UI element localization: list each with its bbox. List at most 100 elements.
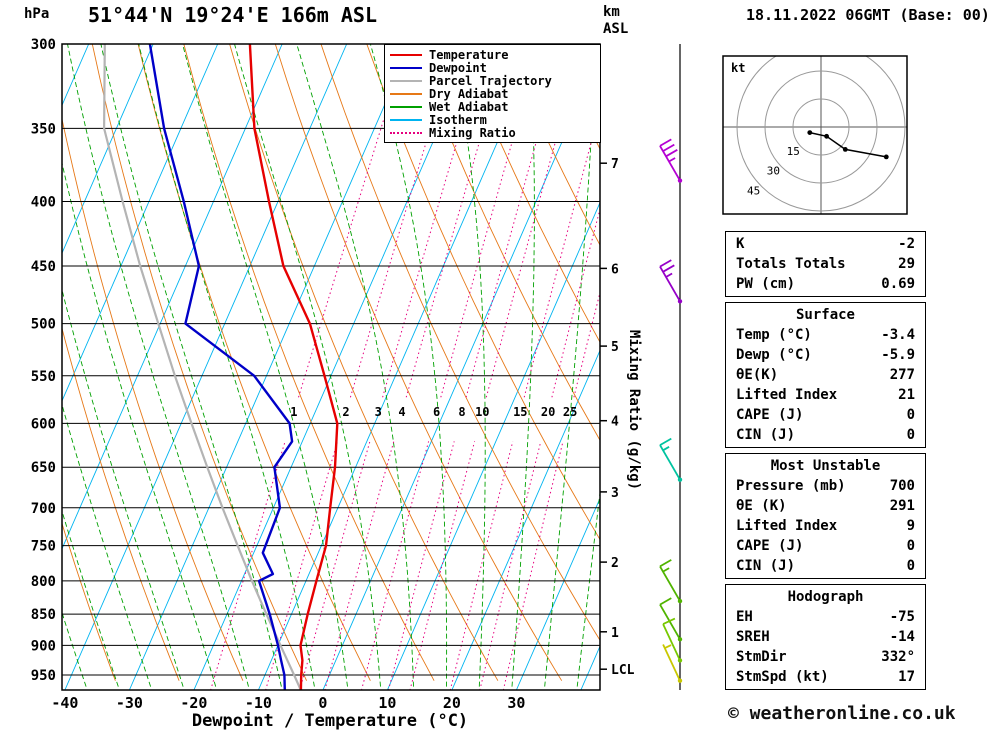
legend-swatch <box>390 66 422 69</box>
dry-adiabat-line <box>412 44 600 442</box>
wet-adiabat-line <box>0 44 54 687</box>
hodograph-trace-point <box>883 154 889 160</box>
legend-item: Dry Adiabat <box>385 87 600 101</box>
mixing-ratio-value-label: 10 <box>475 405 489 419</box>
pressure-tick-label: 850 <box>31 607 56 623</box>
barb-full-tick <box>662 143 675 152</box>
dry-adiabat-line <box>366 44 600 541</box>
info-table-row: Lifted Index 9 <box>726 516 925 536</box>
info-table-title: Hodograph <box>787 589 864 605</box>
mixing-ratio-line <box>523 107 600 398</box>
dewpoint-curve <box>148 44 294 690</box>
info-row-label: CAPE (J) <box>736 538 804 554</box>
wind-barb <box>662 644 683 683</box>
km-tick-label: LCL <box>611 663 635 678</box>
legend-swatch <box>390 79 422 82</box>
copyright-credit[interactable]: © weatheronline.co.uk <box>728 703 956 724</box>
legend-swatch <box>390 53 422 56</box>
info-table-indices: K -2 Totals Totals 29 PW (cm) 0.69 <box>725 231 926 297</box>
isotherm-line <box>128 44 412 690</box>
info-row-label: Dewp (°C) <box>736 347 812 363</box>
info-table-row: Dewp (°C) -5.9 <box>726 345 925 365</box>
legend-label: Parcel Trajectory <box>429 73 552 88</box>
info-table-row: Totals Totals 29 <box>726 254 925 274</box>
location-title: 51°44'N 19°24'E 166m ASL <box>88 3 377 27</box>
info-row-value: -14 <box>889 629 915 645</box>
info-row-label: CIN (J) <box>736 558 796 574</box>
info-row-label: StmDir <box>736 649 787 665</box>
wet-adiabat-line <box>451 44 486 687</box>
mixing-ratio-value-label: 3 <box>375 405 382 419</box>
barb-full-tick <box>659 138 672 147</box>
pressure-tick-label: 550 <box>31 369 56 385</box>
info-row-value: 0.69 <box>881 276 915 292</box>
barb-half-tick <box>665 272 673 278</box>
legend-swatch <box>390 92 422 95</box>
info-row-value: 17 <box>898 669 915 685</box>
temp-tick-label: 30 <box>507 694 525 712</box>
hodograph-ring-label: 15 <box>787 145 800 158</box>
wind-barb <box>659 437 683 482</box>
info-row-label: Totals Totals <box>736 256 846 272</box>
km-tick-label: 1 <box>611 626 619 641</box>
info-row-label: SREH <box>736 629 770 645</box>
wet-adiabat-line <box>544 44 596 687</box>
pressure-tick-label: 900 <box>31 638 56 654</box>
pressure-tick-label: 950 <box>31 668 56 684</box>
info-table-row: CIN (J) 0 <box>726 556 925 576</box>
plot-frame <box>61 43 601 691</box>
info-row-value: 9 <box>906 518 915 534</box>
info-row-label: K <box>736 236 745 252</box>
legend-swatch <box>390 131 422 134</box>
temp-tick-label: 0 <box>318 694 327 712</box>
pressure-tick-label: 600 <box>31 416 56 432</box>
hodograph-ring-label: 30 <box>767 165 780 178</box>
mixing-ratio-value-label: 1 <box>290 405 297 419</box>
mixing-ratio-line <box>449 441 514 690</box>
temp-axis-title: Dewpoint / Temperature (°C) <box>192 711 468 731</box>
mixing-ratio-line <box>440 44 541 398</box>
wet-adiabat-line <box>62 403 152 687</box>
isotherm-line <box>193 44 477 690</box>
legend-item: Isotherm <box>385 113 600 127</box>
pressure-tick-label: 300 <box>31 37 56 53</box>
barb-station-dot <box>677 178 683 183</box>
info-row-value: 0 <box>906 427 915 443</box>
hodograph-frame <box>722 55 908 215</box>
wind-barb <box>659 559 683 604</box>
km-tick-label: 7 <box>611 157 619 172</box>
legend-swatch <box>390 105 422 108</box>
temp-tick-label: -30 <box>116 694 143 712</box>
info-row-value: 0 <box>906 407 915 423</box>
wet-adiabat-line <box>138 44 315 687</box>
mixing-ratio-line <box>485 44 583 398</box>
pressure-tick-label: 650 <box>31 460 56 476</box>
wet-adiabat-line <box>100 44 282 687</box>
legend-item: Parcel Trajectory <box>385 73 600 88</box>
info-row-value: -3.4 <box>881 327 915 343</box>
pressure-tick-label: 500 <box>31 317 56 333</box>
info-row-value: -2 <box>898 236 915 252</box>
barb-full-tick <box>659 437 672 446</box>
datetime-title: 18.11.2022 06GMT (Base: 00) <box>746 6 990 24</box>
info-row-value: 0 <box>906 558 915 574</box>
isotherm-line <box>64 44 348 690</box>
legend-item: Dewpoint <box>385 61 600 75</box>
hodograph-trace-point <box>807 130 813 136</box>
legend-label: Wet Adiabat <box>429 99 509 114</box>
legend-item: Temperature <box>385 48 600 62</box>
mixing-ratio-line <box>210 441 286 690</box>
wind-barb <box>662 617 683 663</box>
hodograph-ring-label: 45 <box>747 184 760 197</box>
dry-adiabat-line <box>62 326 180 681</box>
hodograph-trace-point <box>842 147 848 152</box>
info-row-label: Lifted Index <box>736 387 838 403</box>
info-row-label: CIN (J) <box>736 427 796 443</box>
info-table-row: CAPE (J) 0 <box>726 536 925 556</box>
legend-label: Mixing Ratio <box>429 125 516 140</box>
info-row-label: Lifted Index <box>736 518 838 534</box>
info-row-label: Temp (°C) <box>736 327 812 343</box>
parcel-trajectory-curve <box>102 44 302 690</box>
